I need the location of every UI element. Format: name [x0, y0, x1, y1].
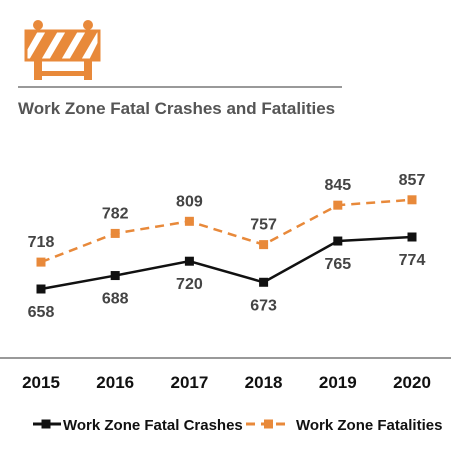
series-line-crashes	[40, 235, 413, 291]
x-tick-label-2020: 2020	[393, 373, 431, 392]
x-tick-label-2019: 2019	[319, 373, 357, 392]
data-label-fatalities-2016: 782	[102, 205, 129, 222]
data-label-fatalities-2018: 757	[250, 217, 277, 234]
data-label-crashes-2017: 720	[176, 276, 203, 293]
x-tick-label-2016: 2016	[96, 373, 134, 392]
data-point-fatalities-2018	[259, 240, 269, 250]
x-axis-ticks: 2015 2016 2017 2018 2019 2020	[22, 373, 431, 392]
x-tick-label-2017: 2017	[170, 373, 208, 392]
data-label-fatalities-2015: 718	[28, 234, 55, 251]
data-label-crashes-2016: 688	[102, 291, 129, 308]
data-point-crashes-2019	[333, 236, 343, 246]
data-label-crashes-2020: 774	[399, 252, 426, 269]
legend-marker-fatalities	[264, 419, 273, 429]
data-label-fatalities-2020: 857	[399, 172, 426, 189]
data-point-crashes-2015	[36, 284, 46, 294]
x-tick-label-2018: 2018	[245, 373, 283, 392]
data-label-crashes-2018: 673	[250, 297, 277, 314]
legend-marker-crashes	[41, 419, 51, 429]
data-label-crashes-2015: 658	[28, 304, 55, 321]
series-line-fatalities	[40, 198, 413, 264]
plot-area: 658 688 720 673 765 774 718 782 809 757 845 857	[28, 172, 426, 321]
data-point-fatalities-2017	[184, 216, 194, 226]
chart-title: Work Zone Fatal Crashes and Fatalities	[18, 99, 335, 118]
data-point-fatalities-2016	[110, 228, 120, 238]
data-label-crashes-2019: 765	[324, 256, 351, 273]
data-point-crashes-2017	[184, 256, 194, 266]
data-point-crashes-2016	[110, 271, 120, 281]
legend: Work Zone Fatal Crashes Work Zone Fatali…	[33, 417, 442, 434]
legend-label-fatalities: Work Zone Fatalities	[296, 417, 442, 434]
data-point-crashes-2018	[259, 277, 269, 287]
data-point-fatalities-2019	[333, 200, 343, 210]
data-point-fatalities-2015	[36, 257, 46, 267]
data-point-crashes-2020	[407, 232, 417, 242]
data-point-fatalities-2020	[407, 195, 417, 205]
data-label-fatalities-2017: 809	[176, 193, 203, 210]
data-label-fatalities-2019: 845	[324, 177, 351, 194]
road-barrier-icon	[24, 20, 101, 80]
x-tick-label-2015: 2015	[22, 373, 60, 392]
legend-label-crashes: Work Zone Fatal Crashes	[63, 417, 243, 434]
